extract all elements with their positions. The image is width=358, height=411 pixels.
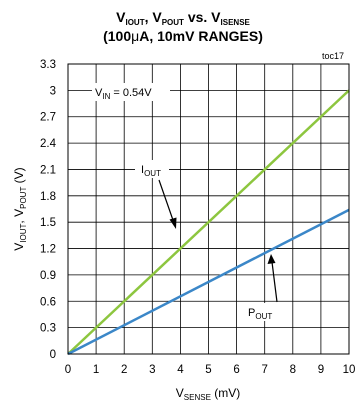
chart-title-line1: VIOUT, VPOUT vs. VISENSE (116, 9, 250, 27)
x-axis-label: VSENSE (mV) (176, 386, 240, 402)
x-tick-label: 3 (149, 364, 155, 376)
y-tick-label: 0.3 (40, 323, 56, 335)
x-tick-label: 6 (233, 364, 239, 376)
x-tick-label: 1 (93, 364, 99, 376)
grid (68, 64, 349, 354)
svg-text:IOUT: IOUT (141, 164, 161, 178)
pout-arrow (271, 261, 278, 303)
y-tick-label: 2.4 (40, 138, 57, 150)
chart-title-line2: (100μA, 10mV RANGES) (103, 28, 263, 44)
x-tick-label: 5 (205, 364, 211, 376)
series-line-pout (67, 208, 350, 356)
tick-labels: 0 1 2 3 4 5 6 7 8 9 10 0 0.3 0.6 0.9 1.2 1.5 1.8 2.1 2.4 2.7… (40, 59, 355, 376)
x-tick-label: 4 (177, 364, 184, 376)
svg-text:VIN = 0.54V: VIN = 0.54V (95, 87, 152, 101)
svg-text:POUT: POUT (248, 307, 272, 321)
iout-annotation: IOUT (135, 160, 177, 229)
y-tick-label: 1.2 (40, 244, 56, 256)
iout-arrow (158, 179, 175, 224)
y-tick-label: 3.3 (40, 59, 56, 71)
series-line-iout (67, 89, 350, 355)
x-tick-label: 0 (65, 364, 71, 376)
y-tick-label: 0 (50, 349, 56, 361)
iout-arrowhead (169, 217, 177, 229)
x-tick-label: 10 (343, 364, 356, 376)
pout-annotation: POUT (243, 254, 281, 321)
y-tick-label: 3 (50, 85, 56, 97)
y-tick-label: 0.9 (40, 270, 56, 282)
x-tick-label: 9 (318, 364, 324, 376)
y-tick-label: 2.1 (40, 164, 56, 176)
y-tick-label: 1.5 (40, 217, 56, 229)
x-tick-label: 7 (261, 364, 267, 376)
y-tick-label: 0.6 (40, 296, 56, 308)
series-lines (67, 89, 350, 356)
y-axis-label: VIOUT, VPOUT (V) (12, 167, 28, 250)
pout-arrowhead (267, 254, 276, 264)
y-tick-label: 1.8 (40, 191, 56, 203)
y-tick-label: 2.7 (40, 112, 56, 124)
x-tick-label: 8 (290, 364, 296, 376)
x-tick-label: 2 (121, 364, 127, 376)
plot-frame (67, 63, 350, 355)
chart-tag: toc17 (322, 51, 344, 61)
vin-annotation: VIN = 0.54V (92, 83, 170, 101)
